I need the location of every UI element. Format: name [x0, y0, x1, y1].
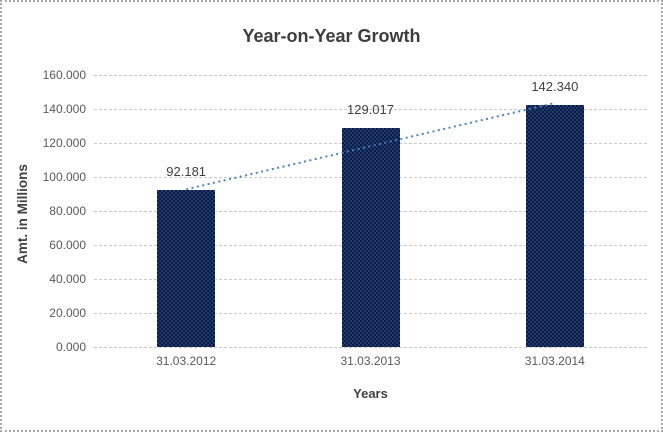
y-tick-label: 40.000	[49, 272, 86, 286]
bar	[157, 190, 216, 347]
y-tick-label: 140.000	[42, 102, 86, 116]
bar-value-label: 129.017	[347, 101, 394, 117]
gridline	[94, 347, 647, 348]
plot-area: 92.181 129.017 142.340	[94, 75, 647, 348]
y-tick-label: 60.000	[49, 238, 86, 252]
gridline	[94, 75, 647, 76]
y-tick-label: 160.000	[42, 68, 86, 82]
y-tick-label: 80.000	[49, 204, 86, 218]
y-tick-label: 100.000	[42, 170, 86, 184]
trendline	[185, 102, 556, 191]
x-axis-title: Years	[353, 386, 388, 401]
x-tick-label: 31.03.2013	[340, 354, 401, 368]
gridline	[94, 109, 647, 110]
bar	[525, 105, 584, 347]
y-tick-label: 0.000	[55, 340, 86, 354]
bar-value-label: 92.181	[166, 164, 207, 180]
y-tick-label: 20.000	[49, 306, 86, 320]
x-tick-label: 31.03.2012	[156, 354, 217, 368]
chart-title: Year-on-Year Growth	[242, 26, 421, 46]
y-tick-label: 120.000	[42, 136, 86, 150]
x-tick-label: 31.03.2014	[524, 354, 585, 368]
bar-value-label: 142.340	[531, 79, 579, 95]
bar	[341, 127, 400, 347]
